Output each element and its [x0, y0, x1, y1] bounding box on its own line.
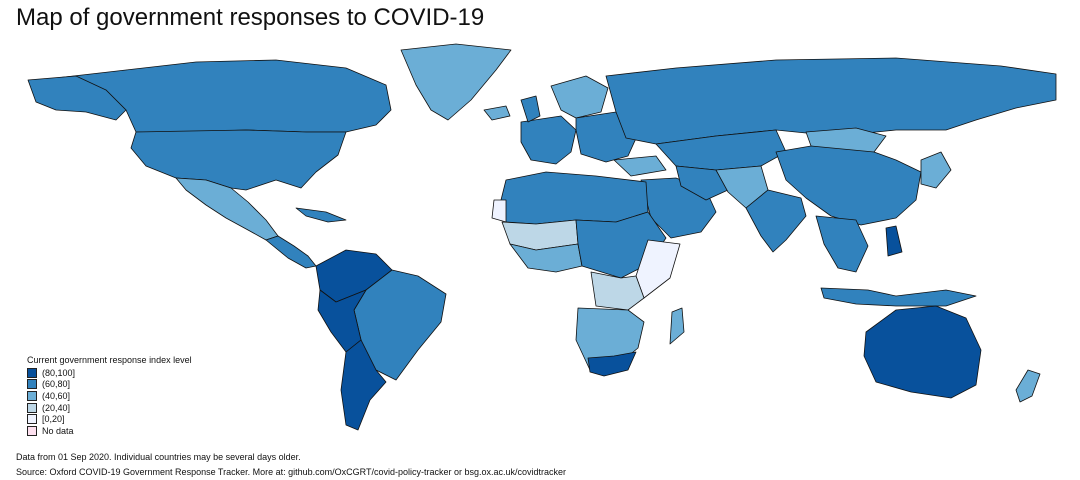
legend-title: Current government response index level — [27, 355, 192, 365]
legend-label: (60,80] — [42, 379, 71, 390]
region-iran — [675, 165, 729, 201]
region-greenland — [400, 43, 512, 121]
region-usa — [130, 129, 347, 191]
region-alaska — [27, 75, 127, 121]
legend-item: (60,80] — [27, 379, 192, 391]
region-central-america — [265, 235, 317, 269]
region-indonesia — [820, 287, 977, 307]
region-southeast-asia — [815, 215, 869, 273]
region-uk — [520, 95, 541, 123]
region-iceland — [483, 105, 511, 121]
region-western-europe — [520, 115, 577, 165]
legend-swatch — [27, 414, 37, 425]
region-southern-cone — [340, 339, 387, 431]
legend-label: (40,60] — [42, 390, 71, 401]
date-note: Data from 01 Sep 2020. Individual countr… — [16, 452, 301, 462]
region-western-sahara — [491, 199, 507, 223]
region-madagascar — [669, 307, 685, 345]
legend-label: [0,20] — [42, 414, 65, 425]
legend-item: (80,100] — [27, 367, 192, 379]
legend-swatch — [27, 367, 37, 378]
region-north-africa — [500, 171, 649, 225]
legend-item: (40,60] — [27, 390, 192, 402]
map-legend: Current government response index level … — [27, 355, 192, 437]
region-south-africa — [587, 351, 637, 377]
legend-label: (20,40] — [42, 402, 71, 413]
source-note: Source: Oxford COVID-19 Government Respo… — [16, 467, 567, 477]
region-caribbean — [295, 207, 347, 223]
region-scandinavia — [550, 75, 609, 119]
legend-item: (20,40] — [27, 402, 192, 414]
region-horn-of-africa — [635, 239, 681, 299]
legend-item: No data — [27, 425, 192, 437]
legend-swatch — [27, 402, 37, 413]
legend-label: No data — [42, 425, 74, 436]
region-new-zealand — [1015, 369, 1041, 403]
region-russia — [605, 57, 1057, 145]
region-east-africa — [590, 271, 645, 311]
legend-swatch — [27, 425, 37, 436]
region-philippines — [885, 225, 903, 257]
legend-label: (80,100] — [42, 367, 76, 378]
map-title: Map of government responses to COVID-19 — [16, 4, 485, 31]
legend-swatch — [27, 379, 37, 390]
world-choropleth-map — [27, 43, 1057, 431]
region-turkey — [613, 155, 667, 177]
region-india — [745, 189, 807, 253]
region-korea-japan — [920, 151, 952, 189]
region-mexico — [175, 177, 279, 241]
legend-swatch — [27, 390, 37, 401]
legend-item: [0,20] — [27, 413, 192, 425]
region-australia — [863, 305, 982, 399]
region-west-africa — [509, 243, 583, 273]
region-china — [775, 145, 922, 226]
